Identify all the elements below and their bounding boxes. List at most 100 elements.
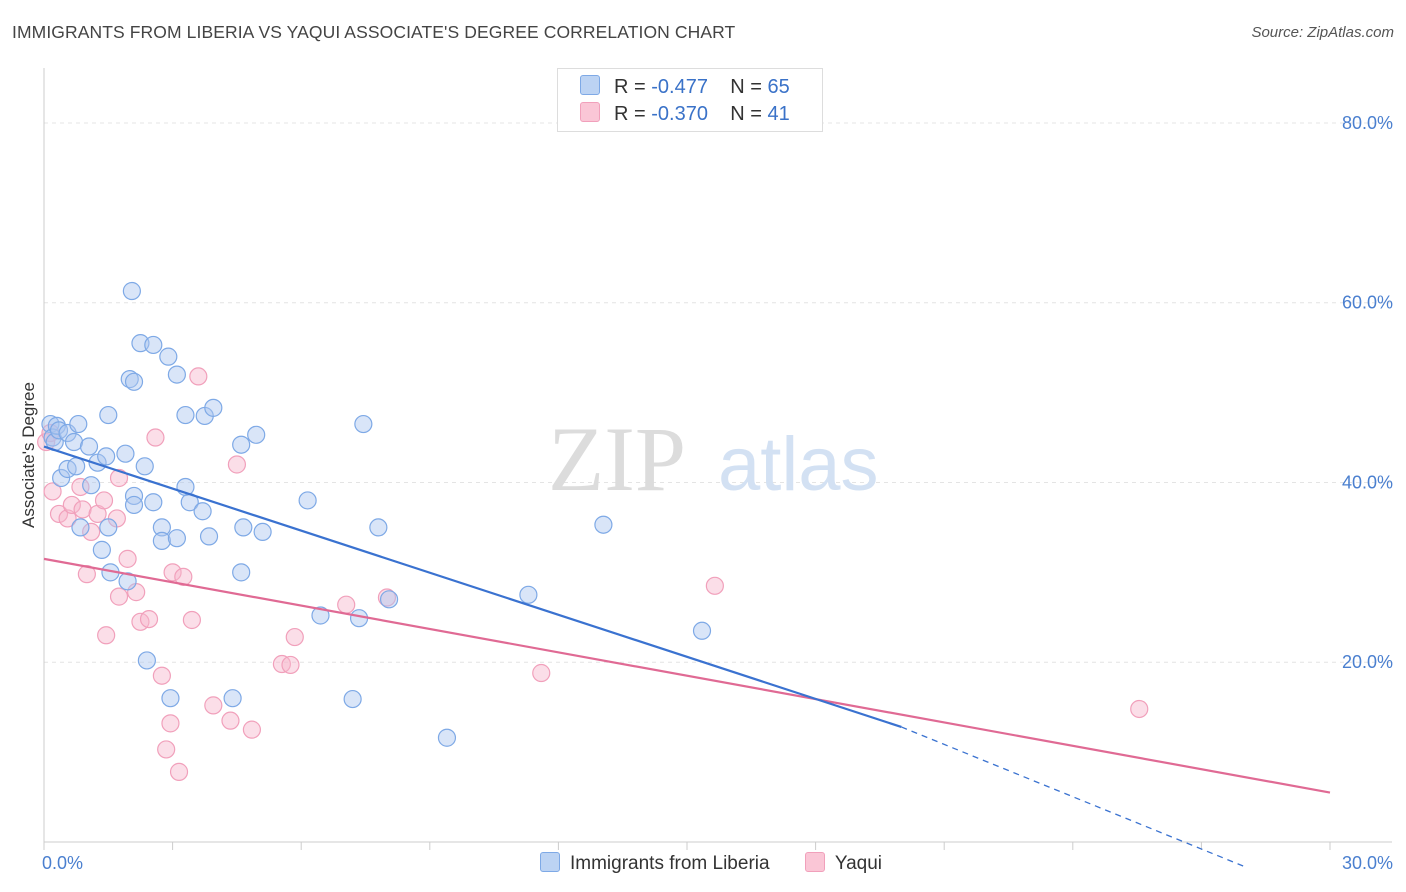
liberia-point (193, 502, 212, 521)
liberia-point (232, 563, 251, 582)
yaqui-point (204, 696, 223, 715)
series-swatch-liberia (540, 852, 560, 872)
liberia-point (64, 432, 84, 452)
liberia-point (379, 590, 399, 609)
liberia-point (176, 405, 195, 425)
yaqui-point (94, 491, 114, 510)
yaqui-point (62, 495, 81, 515)
yaqui-point (337, 595, 356, 614)
legend-swatch-liberia (580, 75, 600, 95)
liberia-point (92, 540, 111, 559)
legend-n-value: 65 (767, 76, 790, 98)
liberia-trend-line (43, 445, 902, 728)
yaqui-point (281, 655, 300, 675)
yaqui-point (169, 762, 189, 781)
liberia-point (167, 365, 186, 384)
yaqui-point (43, 482, 62, 501)
series-name-liberia: Immigrants from Liberia (570, 853, 770, 874)
yaqui-point (109, 468, 129, 488)
watermark-zip: ZIP (548, 408, 686, 510)
liberia-point (144, 335, 163, 355)
y-tick-label: 20.0% (1342, 652, 1393, 672)
legend-n-label: N = (730, 76, 768, 98)
liberia-trend-extension (901, 726, 1247, 868)
legend-r-value: -0.477 (651, 76, 708, 98)
yaqui-point (189, 367, 208, 386)
chart-title: IMMIGRANTS FROM LIBERIA VS YAQUI ASSOCIA… (12, 22, 736, 42)
series-legend-liberia: Immigrants from Liberia (540, 852, 770, 875)
chart-source: Source: ZipAtlas.com (1251, 24, 1394, 41)
liberia-point (437, 728, 457, 747)
watermark-atlas: atlas (718, 422, 879, 507)
yaqui-point (157, 740, 176, 759)
liberia-point (118, 572, 137, 591)
liberia-point (199, 527, 219, 546)
yaqui-point (97, 626, 116, 645)
liberia-point (82, 476, 101, 495)
legend-r-value: -0.370 (651, 103, 708, 125)
y-tick-label: 40.0% (1342, 472, 1393, 492)
legend-r-label: R = (614, 76, 652, 98)
liberia-point (167, 529, 186, 548)
yaqui-point (146, 428, 165, 447)
legend-n-value: 41 (767, 103, 790, 125)
liberia-point (204, 398, 223, 417)
yaqui-point (242, 720, 262, 739)
liberia-point (223, 689, 242, 708)
liberia-point (161, 689, 180, 708)
liberia-point (298, 491, 317, 510)
y-axis-label: Associate's Degree (19, 382, 38, 528)
yaqui-point (227, 455, 246, 474)
liberia-point (519, 585, 538, 604)
liberia-point (79, 437, 99, 456)
yaqui-point (73, 500, 92, 519)
x-tick-labels: 0.0% 30.0% (42, 853, 1393, 873)
yaqui-point (161, 714, 180, 733)
series-legend: Immigrants from Liberia Yaqui (540, 852, 912, 875)
liberia-point (247, 425, 266, 444)
x-tick-label: 30.0% (1342, 853, 1393, 873)
liberia-point (137, 651, 156, 670)
liberia-point (311, 606, 330, 625)
liberia-point (692, 621, 712, 640)
legend-r-label: R = (614, 103, 652, 125)
correlation-legend: R = -0.477 N = 65 R = -0.370 N = 41 (557, 68, 823, 132)
legend-row-yaqui: R = -0.370 N = 41 (580, 102, 790, 126)
yaqui-point (152, 666, 171, 685)
gridlines (44, 122, 1392, 663)
y-tick-label: 80.0% (1342, 113, 1393, 133)
liberia-point (52, 468, 71, 488)
x-tick-label: 0.0% (42, 853, 83, 873)
liberia-point (253, 522, 272, 542)
liberia-point (369, 518, 388, 537)
liberia-point (144, 493, 163, 512)
yaqui-point (221, 711, 240, 730)
trend-lines (43, 445, 1331, 868)
axes (43, 68, 1392, 850)
liberia-point (354, 414, 373, 434)
liberia-point (97, 447, 116, 466)
liberia-point (99, 518, 118, 537)
yaqui-point (285, 627, 304, 647)
yaqui-point (174, 567, 193, 586)
liberia-point (152, 518, 171, 537)
liberia-point (69, 414, 88, 434)
series-swatch-yaqui (804, 852, 825, 872)
legend-swatch-yaqui (580, 102, 600, 122)
liberia-point (152, 531, 171, 550)
liberia-point (124, 495, 144, 515)
yaqui-point (118, 549, 137, 568)
liberia-point (116, 444, 135, 463)
yaqui-point (1130, 699, 1149, 719)
legend-row-liberia: R = -0.477 N = 65 (580, 75, 790, 99)
yaqui-point (532, 663, 551, 683)
liberia-points (41, 281, 712, 747)
liberia-point (71, 518, 90, 537)
liberia-point (124, 372, 144, 391)
yaqui-point (163, 563, 182, 582)
yaqui-point (705, 576, 724, 595)
liberia-point (159, 347, 178, 366)
yaqui-point (82, 522, 101, 542)
series-legend-yaqui: Yaqui (804, 852, 882, 875)
